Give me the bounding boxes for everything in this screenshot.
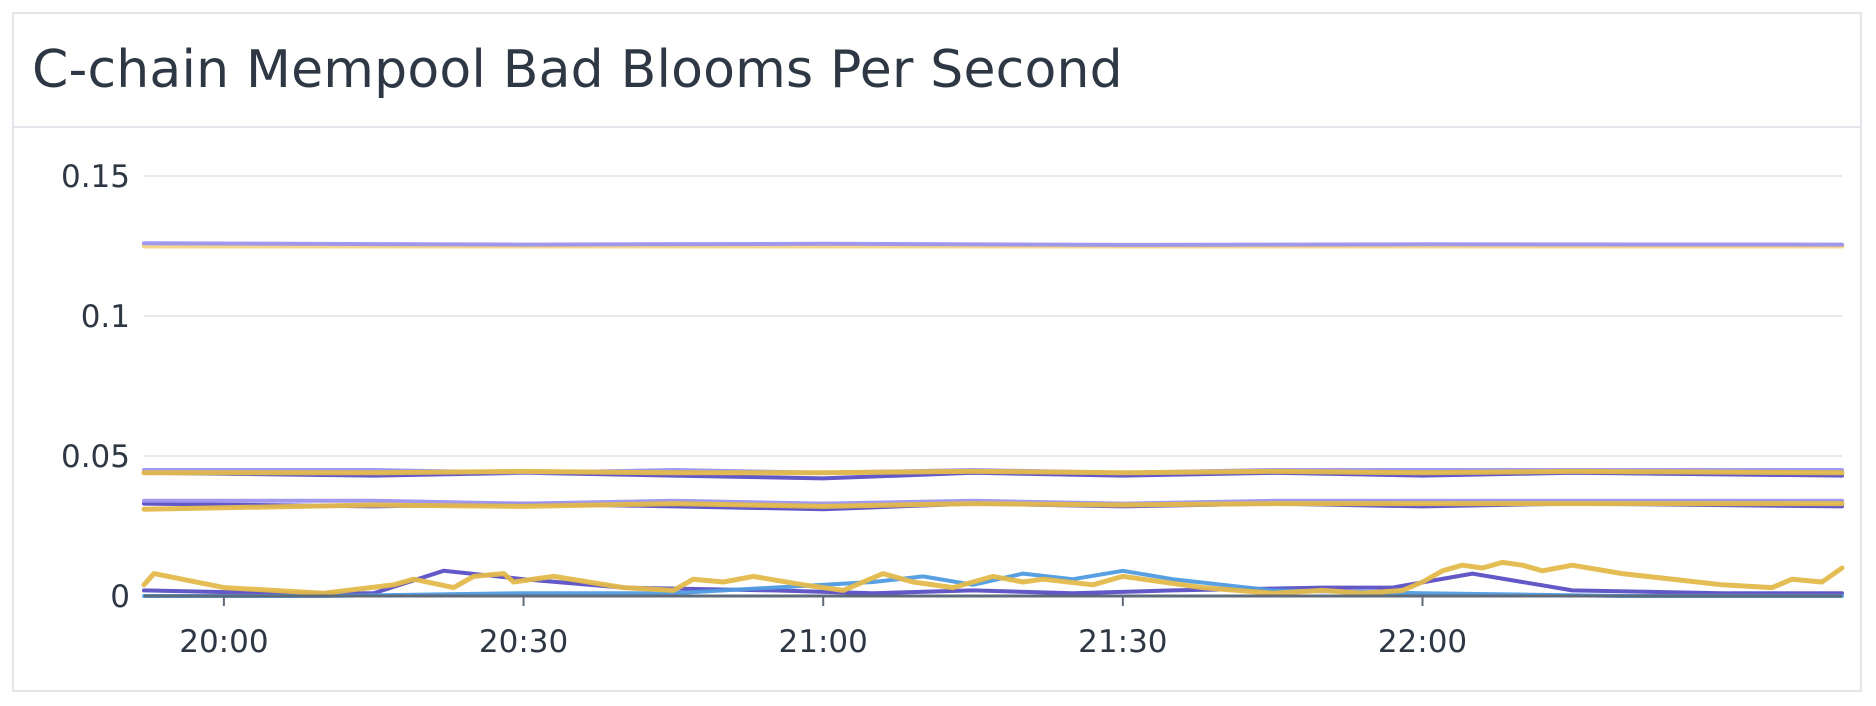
y-tick-label: 0.05	[61, 439, 130, 475]
series-line-8	[141, 501, 1845, 512]
x-tick-label: 21:00	[779, 624, 868, 660]
series-line-11	[141, 559, 1845, 596]
x-tick-label: 21:30	[1078, 624, 1167, 660]
widget-header: C-chain Mempool Bad Blooms Per Second	[14, 14, 1860, 128]
x-tick-label: 22:00	[1378, 624, 1467, 660]
y-tick-label: 0.15	[61, 159, 130, 195]
series-line-2	[142, 241, 1844, 247]
series-line-5	[141, 468, 1845, 476]
chart-title: C-chain Mempool Bad Blooms Per Second	[32, 40, 1123, 100]
y-tick-label: 0	[110, 579, 130, 615]
x-tick-label: 20:30	[479, 624, 568, 660]
y-tick-label: 0.1	[81, 299, 130, 335]
series-line-7	[142, 498, 1844, 506]
x-tick-label: 20:00	[179, 624, 268, 660]
